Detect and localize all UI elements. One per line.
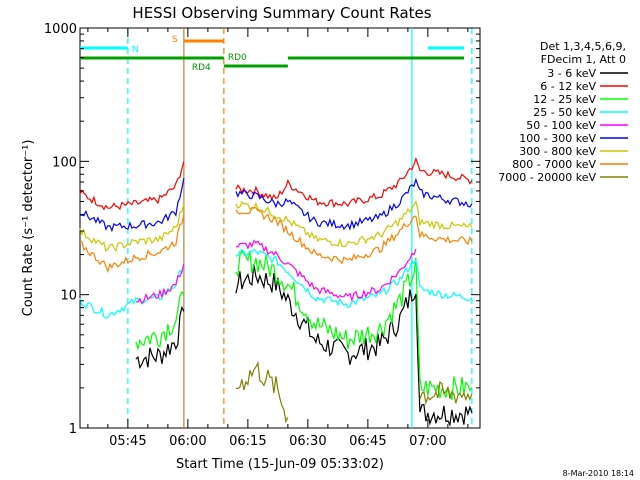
series-line: [135, 263, 185, 305]
series-lines: [79, 156, 473, 427]
x-tick-label: 06:30: [289, 434, 326, 449]
legend-entry-label: 100 - 300 keV: [519, 132, 596, 145]
x-tick-label: 05:45: [109, 434, 146, 449]
flag-label: RD0: [228, 53, 247, 63]
series-line: [235, 156, 473, 209]
series-line: [135, 305, 185, 370]
legend-entry-label: 50 - 100 keV: [526, 119, 596, 132]
y-axis-label: Count Rate (s⁻¹ detector⁻¹): [21, 140, 36, 317]
series-100-300kev: [79, 177, 473, 233]
x-axis-label: Start Time (15-Jun-09 05:33:02): [176, 457, 384, 472]
series-line: [235, 200, 473, 248]
legend-entry-label: 25 - 50 keV: [533, 106, 596, 119]
legend: Det 1,3,4,5,6,9,FDecim 1, Att 03 - 6 keV…: [498, 40, 628, 184]
x-tick-label: 06:15: [229, 434, 266, 449]
x-tick-label: 07:00: [409, 434, 446, 449]
legend-entry-label: 12 - 25 keV: [533, 93, 596, 106]
x-tick-label: 06:00: [169, 434, 206, 449]
series-line: [235, 360, 289, 424]
series-800-7000kev: [79, 207, 473, 274]
flag-label: RD4: [192, 63, 211, 73]
y-tick-label: 1: [69, 422, 77, 437]
flag-label: N: [132, 45, 139, 55]
y-axis: 1 10 100 1000: [44, 22, 480, 437]
series-12-25kev: [135, 249, 473, 400]
series-line: [235, 177, 473, 231]
series-line: [79, 203, 185, 253]
legend-entry-label: 3 - 6 keV: [547, 67, 596, 80]
plot-frame: [79, 27, 481, 429]
series-line: [235, 239, 417, 303]
legend-header: Det 1,3,4,5,6,9,: [540, 40, 626, 53]
y-tick-label: 1000: [44, 22, 77, 37]
legend-entry-label: 800 - 7000 keV: [512, 158, 596, 171]
series-6-12kev: [79, 156, 473, 211]
series-line: [235, 248, 473, 309]
series-300-800kev: [79, 200, 473, 253]
legend-entry-label: 7000 - 20000 keV: [498, 171, 596, 184]
series-3-6kev: [135, 264, 473, 427]
series-line: [235, 207, 473, 265]
x-axis: 05:45 06:00 06:15 06:30 06:45 07:00: [87, 28, 469, 449]
series-line: [135, 290, 185, 351]
series-line: [79, 161, 185, 211]
legend-entry-label: 6 - 12 keV: [540, 80, 596, 93]
y-tick-label: 10: [60, 289, 77, 304]
series-line: [235, 249, 473, 400]
x-tick-label: 06:45: [349, 434, 386, 449]
legend-entry-label: 300 - 800 keV: [519, 145, 596, 158]
series-line: [79, 263, 185, 319]
flag-bars: N S RD0 RD4: [80, 28, 473, 428]
series-50-100kev: [135, 239, 417, 305]
series-line: [419, 381, 473, 406]
y-tick-label: 100: [52, 155, 77, 170]
series-line: [235, 264, 473, 427]
timestamp: 8-Mar-2010 18:14: [563, 469, 634, 478]
series-line: [79, 214, 185, 274]
flag-label: S: [172, 35, 178, 45]
plot-border: [79, 27, 481, 429]
series-7000-20000kev: [235, 360, 473, 424]
chart-title: HESSI Observing Summary Count Rates: [132, 4, 431, 22]
legend-header: FDecim 1, Att 0: [541, 53, 626, 66]
series-line: [79, 177, 185, 233]
